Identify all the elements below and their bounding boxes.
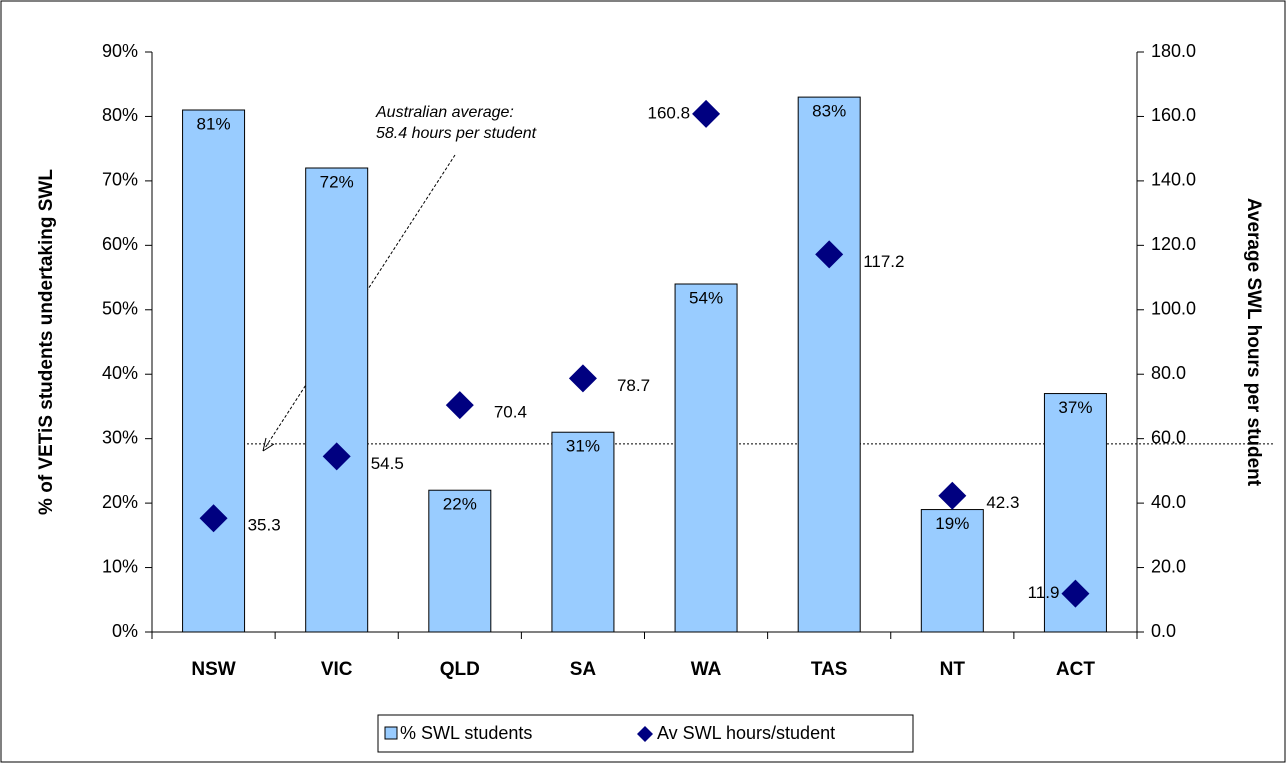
y-tick-label: 0% xyxy=(112,621,138,641)
bar xyxy=(182,109,246,633)
marker-value-label: 117.2 xyxy=(863,252,904,271)
bar xyxy=(551,431,615,633)
y-tick-label: 10% xyxy=(102,556,138,576)
y-axis-label: % of VETiS students undertaking SWL xyxy=(36,169,57,515)
marker-value-label: 70.4 xyxy=(494,403,527,422)
y2-tick-label: 180.0 xyxy=(1151,41,1196,61)
bar-value-label: 81% xyxy=(197,114,231,133)
marker xyxy=(568,364,597,393)
y2-tick-label: 0.0 xyxy=(1151,621,1176,641)
y2-tick-label: 120.0 xyxy=(1151,234,1196,254)
y-tick-label: 50% xyxy=(102,299,138,319)
marker xyxy=(322,442,351,471)
marker-value-label: 160.8 xyxy=(648,103,691,122)
marker-value-label: 78.7 xyxy=(617,376,650,395)
x-tick-label: VIC xyxy=(321,659,353,680)
marker xyxy=(938,481,967,510)
y2-tick-label: 60.0 xyxy=(1151,427,1186,447)
y-tick-label: 60% xyxy=(102,234,138,254)
y2-tick-label: 80.0 xyxy=(1151,363,1186,383)
bar-value-label: 72% xyxy=(320,172,354,191)
legend-label: Av SWL hours/student xyxy=(657,723,835,743)
marker-value-label: 42.3 xyxy=(986,493,1019,512)
y2-tick-label: 160.0 xyxy=(1151,105,1196,125)
bar xyxy=(797,96,861,633)
legend-swatch xyxy=(384,726,398,740)
marker xyxy=(692,99,721,128)
x-tick-label: ACT xyxy=(1056,659,1095,680)
bar-value-label: 19% xyxy=(935,514,969,533)
y-tick-label: 40% xyxy=(102,363,138,383)
bar xyxy=(920,509,984,633)
bar-value-label: 54% xyxy=(689,288,723,307)
y2-tick-label: 20.0 xyxy=(1151,556,1186,576)
y2-tick-label: 140.0 xyxy=(1151,170,1196,190)
bar xyxy=(674,283,738,633)
x-tick-label: QLD xyxy=(440,659,480,680)
x-tick-label: SA xyxy=(570,659,597,680)
marker xyxy=(445,391,474,420)
annotation-arrow xyxy=(264,154,456,449)
bar xyxy=(305,167,369,633)
y-tick-label: 20% xyxy=(102,492,138,512)
marker xyxy=(199,504,228,533)
bar-value-label: 83% xyxy=(812,102,846,121)
y-tick-label: 30% xyxy=(102,427,138,447)
annotation: Australian average: xyxy=(375,104,514,121)
marker xyxy=(1061,579,1090,608)
bar-value-label: 31% xyxy=(566,437,600,456)
y2-axis-label: Average SWL hours per student xyxy=(1243,198,1264,487)
y-tick-label: 70% xyxy=(102,170,138,190)
y2-tick-label: 40.0 xyxy=(1151,492,1186,512)
y-tick-label: 80% xyxy=(102,105,138,125)
bar-value-label: 37% xyxy=(1058,398,1092,417)
bar xyxy=(428,489,492,633)
marker-value-label: 54.5 xyxy=(371,454,404,473)
x-tick-label: WA xyxy=(691,659,722,680)
marker xyxy=(815,240,844,269)
legend-swatch xyxy=(637,726,653,742)
y-tick-label: 90% xyxy=(102,41,138,61)
x-tick-label: NT xyxy=(940,659,966,680)
legend-label: % SWL students xyxy=(400,723,532,743)
annotation-arrowhead xyxy=(262,437,275,452)
marker-value-label: 11.9 xyxy=(1028,583,1060,602)
marker-value-label: 35.3 xyxy=(248,516,281,535)
y2-tick-label: 100.0 xyxy=(1151,299,1196,319)
bar-value-label: 22% xyxy=(443,495,477,514)
x-tick-label: TAS xyxy=(811,659,848,680)
x-tick-label: NSW xyxy=(191,659,235,680)
annotation: 58.4 hours per student xyxy=(376,125,537,142)
